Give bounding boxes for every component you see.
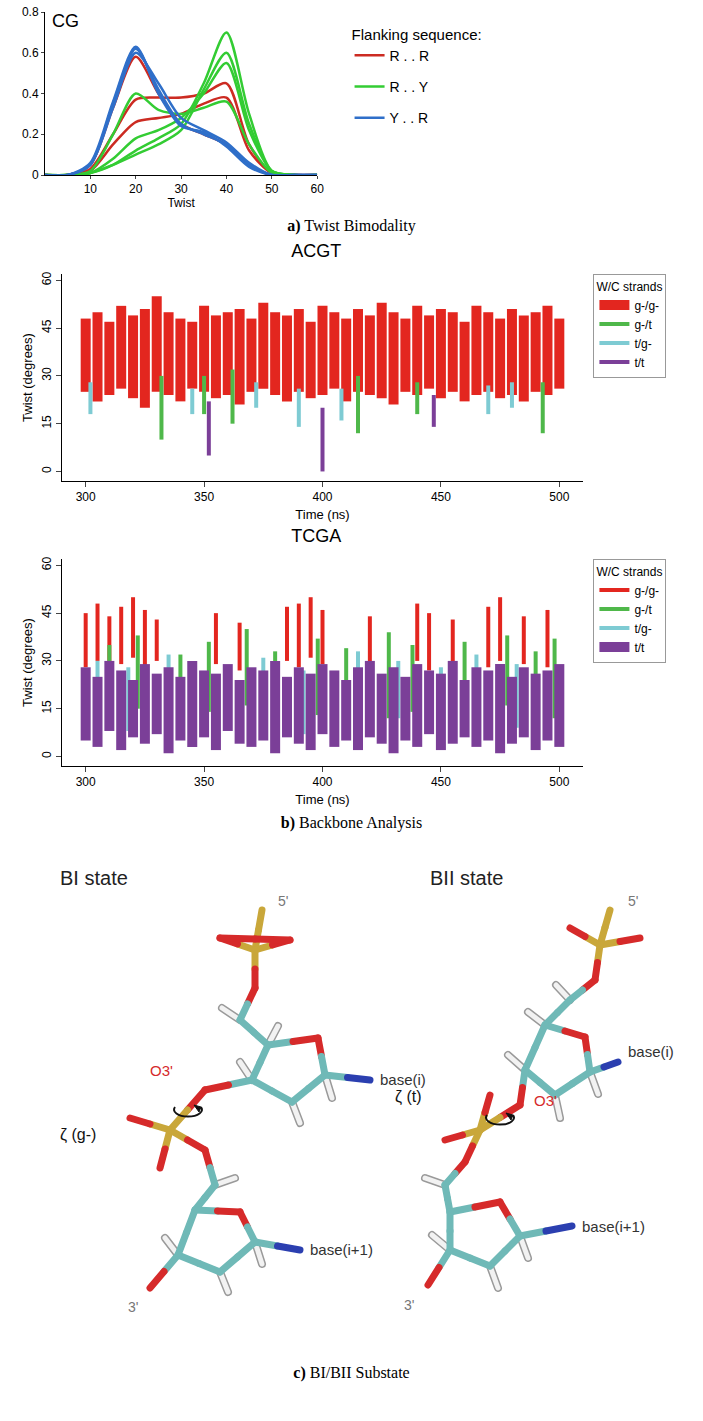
svg-text:0.4: 0.4 (22, 87, 39, 101)
svg-text:20: 20 (129, 182, 143, 196)
svg-text:40: 40 (220, 182, 234, 196)
svg-text:CG: CG (52, 11, 79, 31)
svg-text:O3': O3' (534, 1092, 557, 1109)
svg-text:3': 3' (404, 1297, 414, 1313)
svg-text:0.2: 0.2 (22, 127, 39, 141)
html-text:b) Backbone Analysis: b) Backbone Analysis (280, 814, 423, 831)
svg-text:ζ (g-): ζ (g-) (60, 1126, 96, 1144)
svg-text:50: 50 (265, 182, 279, 196)
svg-text:500: 500 (549, 775, 569, 789)
svg-text:350: 350 (194, 490, 214, 504)
svg-text:0: 0 (40, 751, 54, 758)
html-text:a) Twist Bimodality: a) Twist Bimodality (287, 217, 416, 234)
svg-text:BII state: BII state (430, 867, 503, 889)
svg-text:R . . Y: R . . Y (390, 79, 429, 95)
svg-text:base(i+1): base(i+1) (310, 1241, 373, 1258)
svg-text:t/t: t/t (634, 356, 645, 370)
svg-text:0.6: 0.6 (22, 46, 39, 60)
svg-text:W/C strands: W/C strands (596, 280, 662, 294)
svg-text:15: 15 (40, 700, 54, 714)
svg-text:TCGA: TCGA (291, 526, 341, 546)
svg-text:t/t: t/t (634, 641, 645, 655)
svg-text:3': 3' (128, 1299, 138, 1315)
svg-text:g-/t: g-/t (634, 318, 652, 332)
svg-text:W/C strands: W/C strands (596, 565, 662, 579)
svg-text:10: 10 (84, 182, 98, 196)
svg-text:500: 500 (549, 490, 569, 504)
svg-text:Twist: Twist (167, 196, 195, 210)
svg-text:30: 30 (174, 182, 188, 196)
svg-text:45: 45 (40, 319, 54, 333)
svg-text:60: 60 (310, 182, 324, 196)
svg-text:BI state: BI state (60, 867, 128, 889)
svg-text:0: 0 (40, 466, 54, 473)
svg-text:400: 400 (312, 775, 332, 789)
svg-text:ACGT: ACGT (291, 241, 341, 261)
svg-text:R . . R: R . . R (390, 48, 430, 64)
html-text:c) BI/BII Substate: c) BI/BII Substate (293, 1364, 410, 1381)
svg-text:15: 15 (40, 415, 54, 429)
svg-text:300: 300 (76, 775, 96, 789)
svg-text:Flanking sequence:: Flanking sequence: (352, 26, 482, 43)
svg-text:30: 30 (40, 652, 54, 666)
svg-text:450: 450 (431, 775, 451, 789)
svg-text:0: 0 (32, 168, 39, 182)
svg-text:Twist (degrees): Twist (degrees) (20, 618, 35, 707)
svg-text:450: 450 (431, 490, 451, 504)
svg-text:t/g-: t/g- (634, 622, 651, 636)
svg-text:60: 60 (40, 557, 54, 571)
svg-text:45: 45 (40, 604, 54, 618)
svg-text:400: 400 (312, 490, 332, 504)
svg-text:base(i): base(i) (380, 1071, 426, 1088)
svg-text:g-/g-: g-/g- (634, 584, 659, 598)
svg-text:Time (ns): Time (ns) (295, 507, 349, 522)
svg-text:Y . . R: Y . . R (390, 110, 429, 126)
svg-text:ζ (t): ζ (t) (395, 1088, 422, 1106)
svg-text:Twist (degrees): Twist (degrees) (20, 333, 35, 422)
svg-text:t/g-: t/g- (634, 337, 651, 351)
svg-text:30: 30 (40, 367, 54, 381)
svg-text:0.8: 0.8 (22, 5, 39, 19)
svg-text:O3': O3' (150, 1062, 173, 1079)
svg-text:350: 350 (194, 775, 214, 789)
svg-text:300: 300 (76, 490, 96, 504)
svg-text:5': 5' (278, 893, 288, 909)
svg-text:Time (ns): Time (ns) (295, 792, 349, 807)
svg-text:60: 60 (40, 272, 54, 286)
svg-text:g-/t: g-/t (634, 603, 652, 617)
svg-text:base(i): base(i) (628, 1043, 674, 1060)
svg-text:5': 5' (628, 893, 638, 909)
svg-text:base(i+1): base(i+1) (582, 1218, 645, 1235)
svg-text:g-/g-: g-/g- (634, 299, 659, 313)
